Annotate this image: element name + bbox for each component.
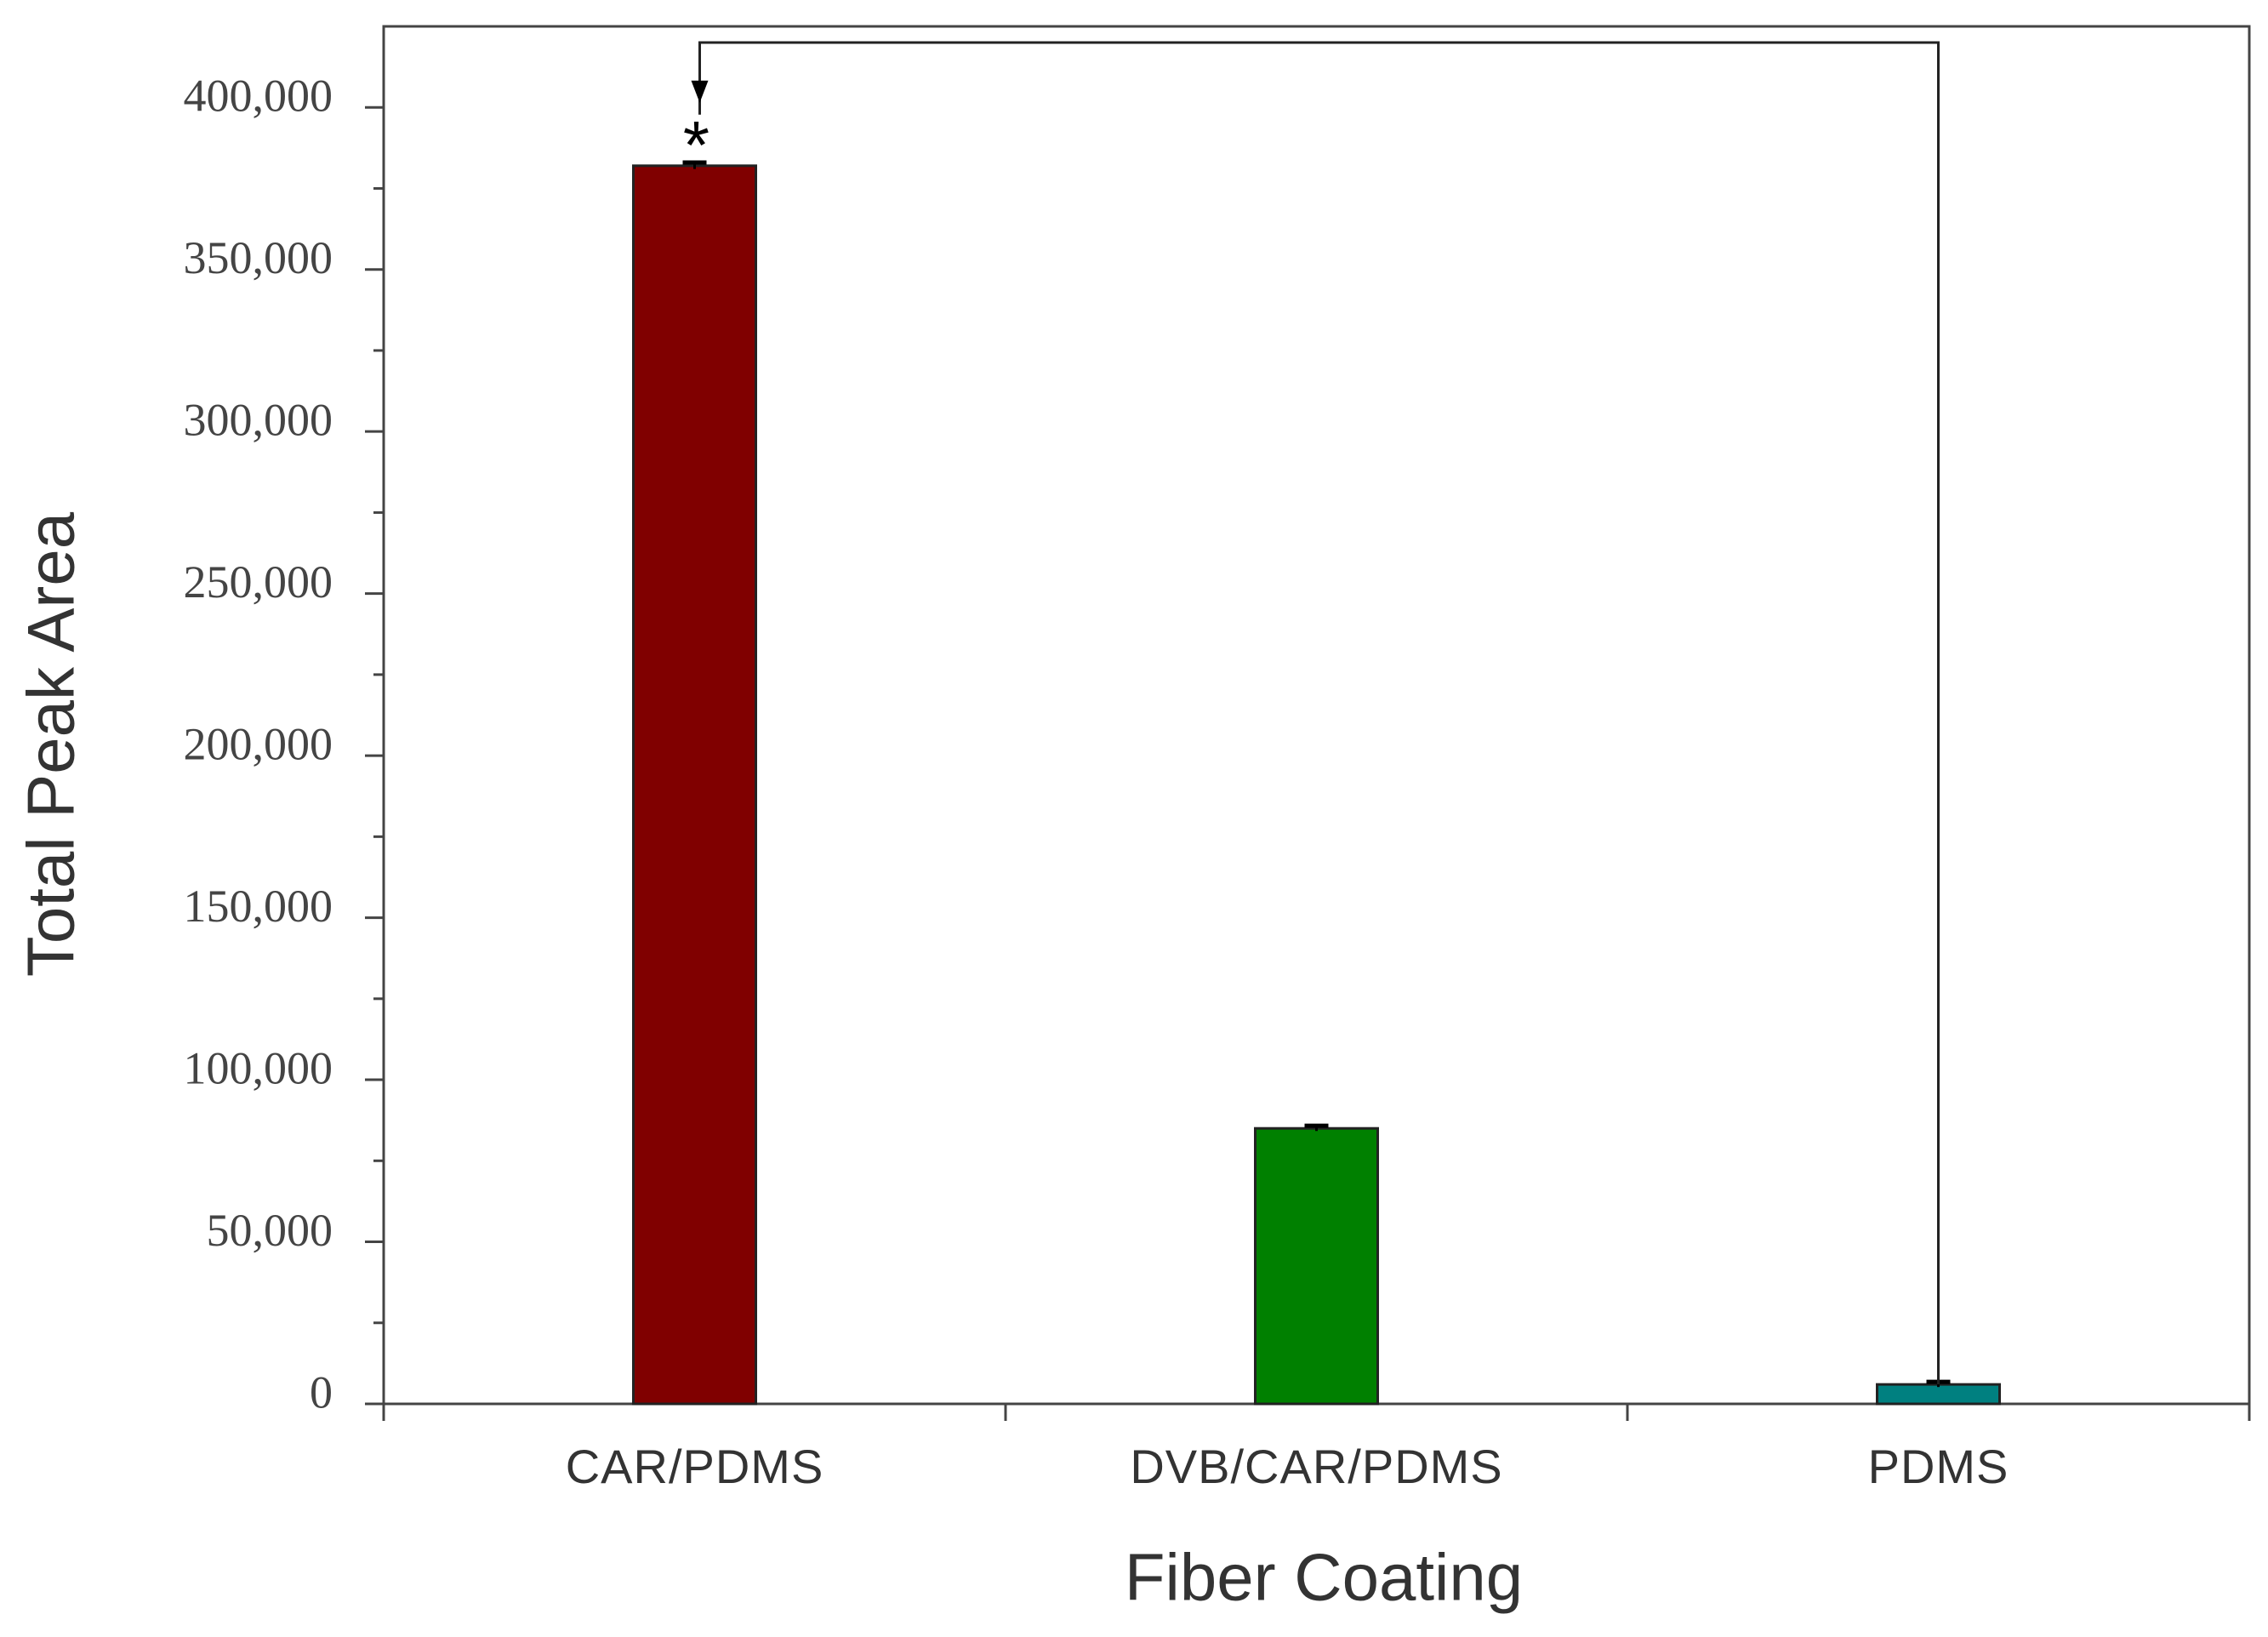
x-tick-label: CAR/PDMS	[566, 1440, 824, 1493]
x-axis-title: Fiber Coating	[1125, 1540, 1523, 1615]
annotation: *	[683, 107, 709, 183]
bar	[1254, 1127, 1379, 1406]
bar	[1876, 1383, 2001, 1406]
y-tick-label: 200,000	[184, 719, 333, 770]
y-tick-label: 400,000	[184, 71, 333, 122]
y-axis-title: Total Peak Area	[14, 511, 88, 977]
y-tick-label: 250,000	[184, 556, 333, 607]
bracket-arrow	[691, 80, 709, 103]
x-tick-label: DVB/CAR/PDMS	[1130, 1440, 1502, 1493]
significance-bracket	[698, 41, 1940, 1385]
y-tick-label: 100,000	[184, 1042, 333, 1093]
y-tick-label: 50,000	[207, 1205, 333, 1256]
y-tick-label: 0	[310, 1366, 333, 1417]
x-tick-label: PDMS	[1868, 1440, 2009, 1493]
y-tick-label: 300,000	[184, 395, 333, 446]
y-tick-label: 350,000	[184, 232, 333, 283]
bar	[632, 164, 757, 1406]
y-tick-label: 150,000	[184, 881, 333, 932]
